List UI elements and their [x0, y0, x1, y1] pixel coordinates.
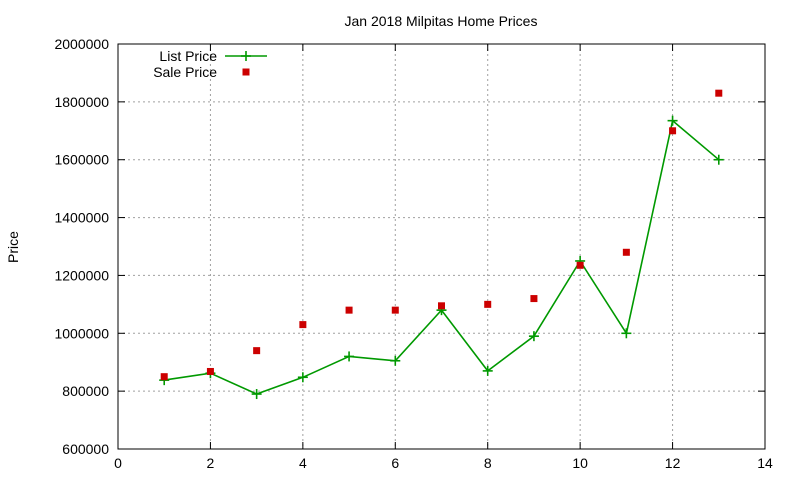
data-point-sale-price [345, 306, 353, 314]
data-point-list-price [297, 372, 308, 383]
data-point-list-price [528, 331, 539, 342]
legend-label: List Price [159, 48, 217, 64]
y-tick-label: 1000000 [54, 325, 109, 341]
y-tick-label: 1800000 [54, 94, 109, 110]
data-point-sale-price [160, 373, 168, 381]
data-point-list-price [251, 389, 262, 400]
x-tick-label: 6 [391, 455, 399, 471]
data-point-list-price [667, 115, 678, 126]
data-point-sale-price [715, 89, 723, 97]
x-tick-label: 10 [572, 455, 588, 471]
axes: 600000 800000 1000000 1200000 1400000 1600000… [54, 36, 773, 471]
data-point-list-price [621, 328, 632, 339]
data-point-list-price [390, 355, 401, 366]
x-tick-label: 4 [299, 455, 307, 471]
x-tick-label: 14 [757, 455, 773, 471]
data-point-sale-price [530, 295, 538, 303]
legend-swatch-marker [242, 68, 250, 76]
x-tick-label: 12 [665, 455, 681, 471]
data-point-list-price [344, 351, 355, 362]
x-tick-label: 2 [207, 455, 215, 471]
data-point-sale-price [253, 347, 261, 355]
y-tick-label: 800000 [62, 383, 109, 399]
data-point-sale-price [484, 300, 492, 308]
plot-area [159, 89, 724, 400]
x-tick-label: 0 [114, 455, 122, 471]
data-point-sale-price [576, 261, 584, 269]
x-tick-label: 8 [484, 455, 492, 471]
data-point-sale-price [299, 321, 307, 329]
data-point-sale-price [438, 302, 445, 310]
y-tick-label: 1400000 [54, 210, 109, 226]
data-point-list-price [482, 365, 493, 376]
chart-title: Jan 2018 Milpitas Home Prices [345, 13, 538, 29]
data-point-sale-price [206, 367, 214, 375]
y-tick-label: 1200000 [54, 267, 109, 283]
y-tick-label: 600000 [62, 441, 109, 457]
plot-frame [117, 43, 766, 450]
data-point-sale-price [669, 127, 677, 135]
data-point-sale-price [622, 248, 630, 256]
data-point-sale-price [391, 306, 399, 314]
y-axis-label: Price [5, 231, 21, 263]
legend-swatch-marker [241, 51, 251, 61]
legend-label: Sale Price [153, 64, 217, 80]
data-point-list-price [713, 154, 724, 165]
y-tick-label: 1600000 [54, 152, 109, 168]
y-tick-label: 2000000 [54, 36, 109, 52]
